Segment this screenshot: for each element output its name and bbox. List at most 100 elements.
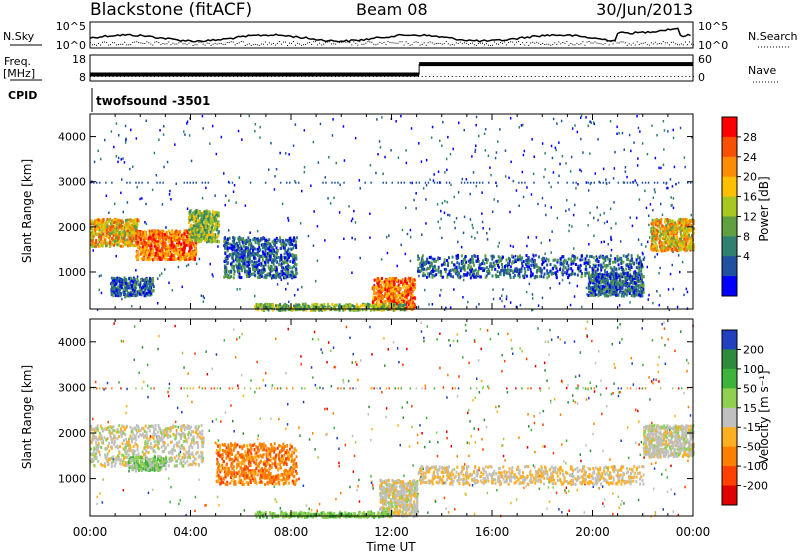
- power-point: [343, 125, 345, 128]
- nave-point: [614, 76, 615, 77]
- power-point: [611, 249, 613, 252]
- power-point: [506, 259, 508, 262]
- power-point: [113, 146, 115, 149]
- power-point: [249, 232, 251, 235]
- power-point: [123, 283, 125, 286]
- noise-search-point: [285, 42, 286, 43]
- power-point: [118, 157, 120, 160]
- power-point: [264, 253, 266, 256]
- power-point: [524, 273, 526, 276]
- noise-search-point: [390, 42, 391, 43]
- power-point: [223, 240, 225, 243]
- power-point: [327, 197, 329, 200]
- power-point: [283, 247, 285, 250]
- power-point: [276, 268, 278, 271]
- noise-search-point: [384, 42, 385, 43]
- power-point: [629, 134, 631, 137]
- power-point: [198, 231, 200, 234]
- noise-search-point: [116, 44, 117, 45]
- power-point: [315, 280, 317, 283]
- noise-search-point: [663, 41, 664, 42]
- power-point: [457, 241, 459, 244]
- nave-point: [539, 76, 540, 77]
- power-point: [437, 256, 439, 259]
- power-point: [182, 286, 184, 289]
- power-point: [487, 272, 489, 275]
- power-point: [293, 236, 295, 239]
- power-point: [193, 182, 195, 184]
- power-point: [281, 244, 283, 247]
- power-point: [168, 250, 170, 253]
- power-point: [156, 231, 158, 234]
- noise-search-point: [377, 44, 378, 45]
- noise-search-point: [247, 44, 248, 45]
- power-point: [520, 270, 522, 273]
- power-point: [510, 301, 512, 304]
- power-point: [296, 258, 298, 261]
- noise-search-point: [635, 45, 636, 46]
- power-point: [230, 263, 232, 266]
- power-point: [501, 295, 503, 298]
- nave-point: [222, 76, 223, 77]
- power-point: [284, 268, 286, 271]
- power-point: [670, 273, 672, 276]
- power-point: [566, 199, 568, 202]
- power-point: [411, 127, 413, 130]
- nave-point: [527, 76, 528, 77]
- noise-search-point: [408, 43, 409, 44]
- power-point: [581, 170, 583, 173]
- power-point: [268, 252, 270, 255]
- power-point: [477, 270, 479, 273]
- power-point: [499, 242, 501, 245]
- power-point: [131, 235, 133, 238]
- nave-point: [301, 76, 302, 77]
- power-point: [337, 182, 339, 184]
- power-point: [265, 239, 267, 242]
- power-point: [412, 284, 414, 287]
- power-point: [637, 164, 639, 167]
- noise-search-point: [128, 44, 129, 45]
- power-point: [199, 258, 201, 261]
- power-point: [189, 238, 191, 241]
- noise-search-point: [398, 43, 399, 44]
- power-point: [276, 249, 278, 252]
- power-point: [632, 225, 634, 228]
- power-point: [474, 151, 476, 154]
- power-point: [387, 252, 389, 255]
- noise-search-point: [279, 41, 280, 42]
- power-point: [410, 182, 412, 184]
- power-point: [516, 189, 518, 192]
- power-point: [580, 138, 582, 141]
- power-point: [392, 288, 394, 291]
- power-point: [505, 149, 507, 152]
- power-point: [620, 240, 622, 243]
- power-point: [397, 288, 399, 291]
- power-point: [277, 283, 279, 286]
- power-point: [521, 267, 523, 270]
- power-point: [272, 269, 274, 272]
- power-point: [610, 227, 612, 230]
- power-point: [563, 264, 565, 267]
- power-point: [236, 249, 238, 252]
- power-point: [101, 292, 103, 295]
- power-point: [182, 253, 184, 256]
- power-point: [191, 160, 193, 163]
- power-point: [577, 274, 579, 277]
- power-point: [542, 297, 544, 300]
- power-point: [351, 220, 353, 223]
- noise-search-point: [394, 43, 395, 44]
- power-point: [121, 231, 123, 234]
- power-point: [625, 268, 627, 271]
- power-point: [121, 228, 123, 231]
- power-point: [178, 241, 180, 244]
- power-point: [274, 188, 276, 191]
- noise-search-point: [217, 44, 218, 45]
- power-point: [110, 288, 112, 291]
- date-title: 30/Jun/2013: [596, 0, 693, 19]
- power-point: [645, 245, 647, 248]
- noise-search-point: [506, 44, 507, 45]
- power-point: [502, 256, 504, 259]
- power-point: [197, 223, 199, 226]
- power-point: [454, 264, 456, 267]
- power-point: [184, 182, 186, 184]
